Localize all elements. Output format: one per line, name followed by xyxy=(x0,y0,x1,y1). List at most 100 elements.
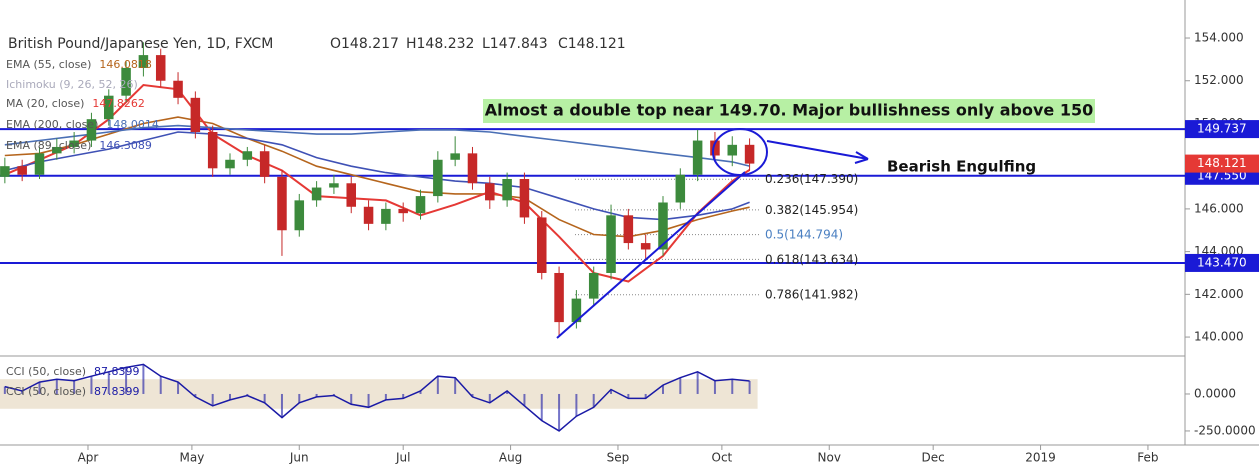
candle-body xyxy=(588,272,599,299)
ichimoku-legend: Ichimoku (9, 26, 52, 26) xyxy=(6,78,138,91)
level-label: 143.470 xyxy=(1197,255,1247,269)
last-price-label: 148.121 xyxy=(1197,156,1247,170)
legend-name: CCI (50, close) xyxy=(6,365,86,378)
candle-body xyxy=(502,178,512,201)
fib-label: 0.236(147.390) xyxy=(765,172,858,186)
candle-body xyxy=(606,215,616,273)
candle-body xyxy=(86,119,97,141)
candle-body xyxy=(692,140,703,175)
y-tick-label: 152.000 xyxy=(1194,73,1244,87)
candle-body xyxy=(571,298,582,323)
candle-body xyxy=(17,166,27,175)
x-tick-label: Jun xyxy=(289,451,309,465)
x-tick-label: Feb xyxy=(1137,451,1158,465)
fib-label: 0.618(143.634) xyxy=(765,252,858,266)
candle-body xyxy=(658,202,668,250)
candle-body xyxy=(381,208,391,224)
ohlc-value: L147.843 xyxy=(482,36,548,52)
trend-line xyxy=(556,171,746,339)
candle-body xyxy=(0,166,10,177)
candle-body xyxy=(294,200,305,231)
annotation: Almost a double top near 149.70. Major b… xyxy=(485,101,1093,120)
arrow xyxy=(766,140,869,160)
y2-tick-label: -250.0000 xyxy=(1194,423,1256,437)
candle-body xyxy=(727,144,738,156)
indicator-legend: MA (20, close) 147.8262 xyxy=(6,97,145,110)
x-tick-label: Oct xyxy=(712,451,733,465)
candle-body xyxy=(69,140,79,147)
x-tick-label: May xyxy=(179,451,204,465)
indicator-line xyxy=(4,83,751,283)
candle-body xyxy=(52,146,62,154)
level-label: 149.737 xyxy=(1197,122,1247,136)
legend-value: 87.8399 xyxy=(94,365,140,378)
cci-legend: CCI (50, close) 87.8399 xyxy=(6,365,140,378)
candle-body xyxy=(467,153,478,184)
plot: 140.000142.000144.000146.000148.000150.0… xyxy=(0,31,1259,465)
candle-body xyxy=(104,95,114,120)
candle-body xyxy=(242,151,253,160)
ohlc-value: H148.232 xyxy=(406,36,474,52)
cci-legend: CCI (50, close) 87.8399 xyxy=(6,385,140,398)
indicator-legend: EMA (89, close) 146.3089 xyxy=(6,139,152,152)
legend-value: 148.0014 xyxy=(106,118,159,131)
candle-body xyxy=(225,159,235,169)
symbol-text: British Pound/Japanese Yen, 1D, FXCM xyxy=(8,36,273,52)
candle-body xyxy=(640,243,651,250)
indicator-legend: EMA (55, close) 146.0818 xyxy=(6,58,152,71)
candle-body xyxy=(415,196,426,214)
candle-body xyxy=(744,144,755,164)
legend-name: EMA (55, close) xyxy=(6,58,91,71)
legend-name: EMA (89, close) xyxy=(6,139,91,152)
symbol: British Pound/Japanese Yen, 1D, FXCM xyxy=(8,36,273,52)
legend-name: CCI (50, close) xyxy=(6,385,86,398)
fib-label: 0.5(144.794) xyxy=(765,228,843,242)
legend-value: 146.0818 xyxy=(99,58,152,71)
candle-body xyxy=(311,187,322,201)
candle-body xyxy=(450,153,460,160)
ohlc-value: C148.121 xyxy=(558,36,626,52)
indicator-line xyxy=(4,131,750,221)
y2-tick-label: 0.0000 xyxy=(1194,386,1236,400)
ohlc-value: O148.217 xyxy=(330,36,399,52)
candle-body xyxy=(207,132,218,169)
x-tick-label: Sep xyxy=(607,451,630,465)
candle-body xyxy=(34,153,45,175)
annotation-box xyxy=(483,99,1095,123)
candle-body xyxy=(138,55,149,68)
header-values: O148.217 H148.232 L147.843 C148.121 xyxy=(330,36,626,52)
candle-body xyxy=(329,183,339,188)
legend-value: 146.3089 xyxy=(99,139,152,152)
x-tick-label: Nov xyxy=(818,451,841,465)
y-tick-label: 146.000 xyxy=(1194,201,1244,215)
y-tick-label: 142.000 xyxy=(1194,287,1244,301)
candle-body xyxy=(398,208,408,214)
indicator-legend: EMA (200, close) 148.0014 xyxy=(6,118,159,131)
candle-body xyxy=(121,67,131,96)
x-tick-label: 2019 xyxy=(1025,451,1056,465)
candle-body xyxy=(363,206,374,224)
candle-body xyxy=(433,159,443,197)
candle-body xyxy=(346,183,357,207)
fib-label: 0.786(141.982) xyxy=(765,288,858,302)
candle-body xyxy=(190,97,201,133)
cci-line xyxy=(4,363,750,432)
level-tag xyxy=(1185,253,1259,272)
legend-value: 87.8399 xyxy=(94,385,140,398)
arrow-head xyxy=(854,151,869,164)
candle-body xyxy=(155,55,166,81)
indicator-line xyxy=(4,124,750,167)
legend-name: MA (20, close) xyxy=(6,97,84,110)
fib-label: 0.382(145.954) xyxy=(765,203,858,217)
last-price-tag xyxy=(1185,154,1259,173)
indicator-line xyxy=(4,116,750,238)
pattern-label: Bearish Engulfing xyxy=(887,158,1036,176)
candle-body xyxy=(173,80,183,98)
candle-body xyxy=(623,215,634,244)
top-circle xyxy=(712,128,768,176)
x-tick-label: Dec xyxy=(922,451,945,465)
candle-body xyxy=(519,178,530,218)
x-tick-label: Aug xyxy=(499,451,522,465)
candle-body xyxy=(710,140,720,156)
